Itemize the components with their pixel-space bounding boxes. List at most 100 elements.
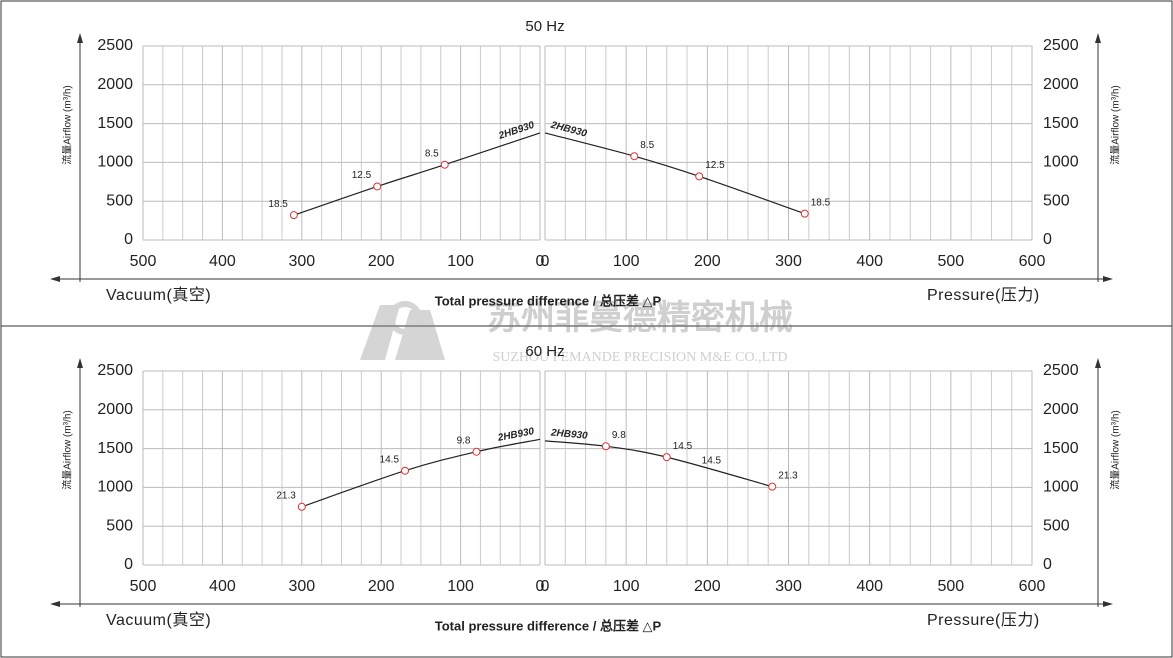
curve bbox=[544, 132, 805, 215]
point bbox=[695, 172, 704, 181]
x-tick-label: 100 bbox=[613, 578, 640, 595]
x-tick-label: 500 bbox=[130, 578, 157, 595]
y-tick-label: 2500 bbox=[1043, 37, 1079, 54]
x-axis-label: Pressure(压力) bbox=[927, 286, 1040, 304]
value-label: 12.5 bbox=[705, 160, 725, 171]
x-tick-label: 400 bbox=[856, 253, 883, 270]
value-label: 18.5 bbox=[268, 199, 288, 210]
x-axis-label: Vacuum(真空) bbox=[106, 286, 211, 304]
y-tick-label: 2000 bbox=[1043, 401, 1079, 418]
x-tick-label: 300 bbox=[288, 253, 315, 270]
x-tick-label: 500 bbox=[937, 253, 964, 270]
value-label: 14.5 bbox=[673, 441, 693, 452]
point bbox=[373, 182, 382, 191]
arrow-head bbox=[77, 358, 83, 368]
x-tick-label: 600 bbox=[1019, 253, 1046, 270]
y-tick-label: 2500 bbox=[97, 362, 133, 379]
point bbox=[800, 209, 809, 218]
arrow-head bbox=[1095, 358, 1101, 368]
x-tick-label: 400 bbox=[856, 578, 883, 595]
curve bbox=[301, 438, 541, 508]
y-axis-label: 流量Airflow (m³/h) bbox=[61, 410, 74, 489]
series-name: 2HB930 bbox=[550, 427, 589, 441]
y-tick-label: 2000 bbox=[1043, 76, 1079, 93]
x-tick-label: 300 bbox=[775, 253, 802, 270]
logo bbox=[360, 305, 445, 360]
x-axis-label: Pressure(压力) bbox=[927, 611, 1040, 629]
y-tick-label: 1500 bbox=[1043, 440, 1079, 457]
y-axis-label: 流量Airflow (m³/h) bbox=[1109, 410, 1122, 489]
arrow-head bbox=[77, 33, 83, 43]
y-tick-label: 1500 bbox=[97, 115, 133, 132]
y-tick-label: 2000 bbox=[97, 76, 133, 93]
y-tick-label: 500 bbox=[106, 517, 133, 534]
value-label: 9.8 bbox=[612, 430, 626, 441]
point bbox=[289, 211, 298, 220]
curve bbox=[293, 132, 541, 216]
x-tick-label: 0 bbox=[536, 578, 545, 595]
series-name: 2HB930 bbox=[497, 120, 537, 143]
chart-title: 60 Hz bbox=[525, 343, 564, 360]
y-tick-label: 500 bbox=[1043, 517, 1070, 534]
y-axis-label: 流量Airflow (m³/h) bbox=[1109, 85, 1122, 164]
x-tick-label: 0 bbox=[536, 253, 545, 270]
value-label: 12.5 bbox=[352, 170, 372, 181]
x-tick-label: 300 bbox=[775, 578, 802, 595]
x-tick-label: 400 bbox=[209, 578, 236, 595]
point bbox=[401, 466, 410, 475]
y-tick-label: 2500 bbox=[97, 37, 133, 54]
y-tick-label: 1000 bbox=[97, 479, 133, 496]
y-tick-label: 0 bbox=[124, 231, 133, 248]
y-tick-label: 0 bbox=[124, 556, 133, 573]
y-tick-label: 1000 bbox=[1043, 154, 1079, 171]
logo-gear bbox=[388, 301, 422, 335]
x-tick-label: 100 bbox=[447, 253, 474, 270]
axis-annotation: Total pressure difference / 总压差 △P bbox=[435, 618, 662, 633]
value-label: 18.5 bbox=[811, 197, 831, 208]
x-tick-label: 200 bbox=[694, 578, 721, 595]
value-label: 14.5 bbox=[380, 454, 400, 465]
x-tick-label: 300 bbox=[288, 578, 315, 595]
watermark-en: SUZHOU FEMANDE PRECISION M&E CO.,LTD bbox=[492, 350, 787, 365]
point bbox=[472, 447, 481, 456]
point bbox=[440, 160, 449, 169]
y-tick-label: 1000 bbox=[1043, 479, 1079, 496]
point bbox=[601, 442, 610, 451]
value-label: 21.3 bbox=[276, 490, 296, 501]
point bbox=[297, 502, 306, 511]
chart-title: 50 Hz bbox=[525, 18, 564, 35]
y-tick-label: 0 bbox=[1043, 231, 1052, 248]
y-tick-label: 0 bbox=[1043, 556, 1052, 573]
value-label: 8.5 bbox=[640, 140, 654, 151]
point bbox=[630, 152, 639, 161]
x-tick-label: 0 bbox=[541, 253, 550, 270]
x-tick-label: 600 bbox=[1019, 578, 1046, 595]
point bbox=[768, 482, 777, 491]
y-tick-label: 1500 bbox=[1043, 115, 1079, 132]
annotation: 14.5 bbox=[702, 456, 722, 467]
watermark: 苏州菲曼德精密机械 SUZHOU FEMANDE PRECISION M&E C… bbox=[360, 298, 793, 365]
axis-annotation: Total pressure difference / 总压差 △P bbox=[435, 293, 662, 308]
point bbox=[662, 453, 671, 462]
series-name: 2HB930 bbox=[549, 119, 589, 139]
value-label: 21.3 bbox=[778, 470, 798, 481]
y-tick-label: 500 bbox=[1043, 192, 1070, 209]
y-axis-label: 流量Airflow (m³/h) bbox=[61, 85, 74, 164]
y-tick-label: 1500 bbox=[97, 440, 133, 457]
y-tick-label: 500 bbox=[106, 192, 133, 209]
x-tick-label: 500 bbox=[937, 578, 964, 595]
arrow-head bbox=[1095, 33, 1101, 43]
curve bbox=[544, 440, 773, 488]
x-axis-label: Vacuum(真空) bbox=[106, 611, 211, 629]
x-tick-label: 200 bbox=[368, 578, 395, 595]
y-tick-label: 2500 bbox=[1043, 362, 1079, 379]
value-label: 9.8 bbox=[457, 435, 471, 446]
y-tick-label: 2000 bbox=[97, 401, 133, 418]
watermark-cn: 苏州菲曼德精密机械 bbox=[487, 298, 793, 337]
x-tick-label: 200 bbox=[368, 253, 395, 270]
x-tick-label: 400 bbox=[209, 253, 236, 270]
y-tick-label: 1000 bbox=[97, 154, 133, 171]
value-label: 8.5 bbox=[425, 148, 439, 159]
